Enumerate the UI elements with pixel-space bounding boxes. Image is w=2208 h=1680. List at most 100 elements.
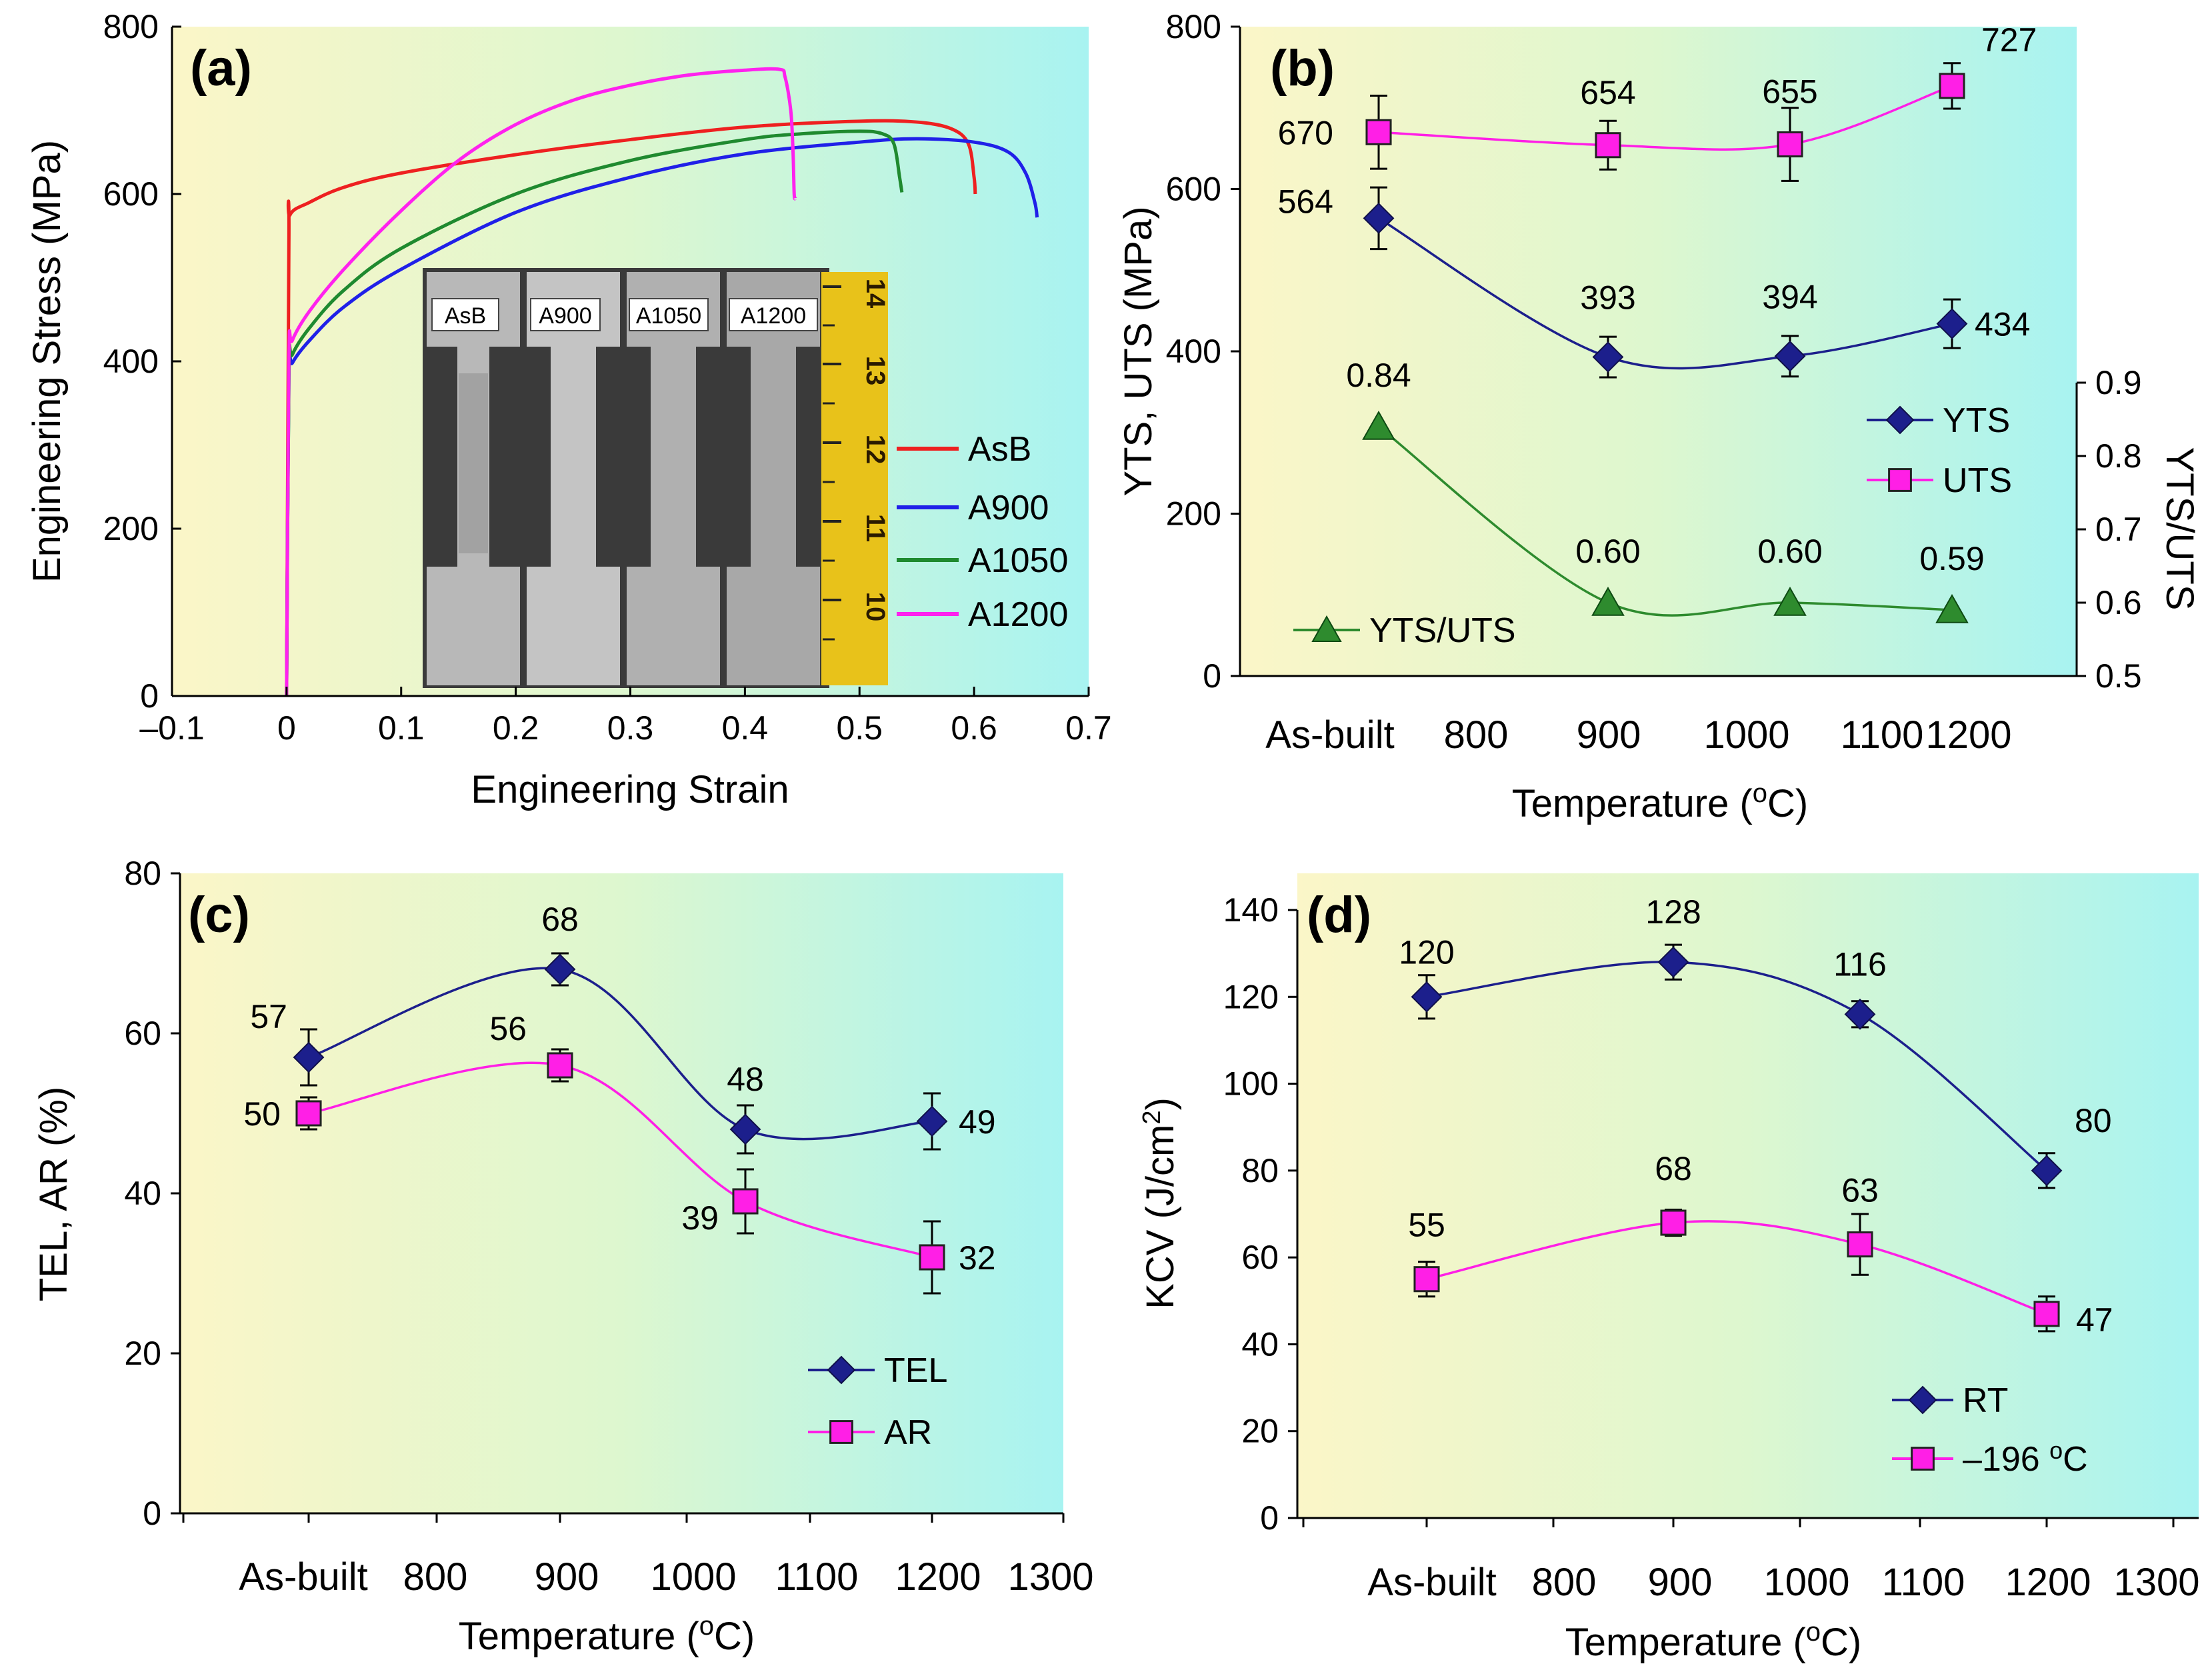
specimen-a1050: A1050 (627, 272, 720, 685)
data-point-rt (1657, 946, 1689, 978)
legend-marker-yts-uts (1311, 615, 1342, 642)
y2-tick-label: 0.8 (2095, 437, 2142, 475)
data-label-ar: 50 (243, 1095, 281, 1133)
series-line-ar (308, 1061, 933, 1259)
x-tick-label: 1100 (1841, 713, 1924, 757)
legend-label-cryogenic: –196 oC (1963, 1437, 2088, 1479)
panel-c-plot-area (180, 873, 1063, 1513)
data-label-yts: 393 (1580, 279, 1635, 317)
legend-marker-ar (829, 1420, 853, 1444)
data-point-ar (295, 1100, 322, 1127)
y-tick-label: 140 (1223, 891, 1279, 929)
x-tick-label: 0.1 (378, 709, 425, 747)
x-tick-label: 0.5 (836, 709, 883, 747)
y2-tick-label: 0.7 (2095, 511, 2142, 548)
panel-b-plot-area (1240, 27, 2077, 676)
y-tick-label: 0 (143, 1495, 161, 1532)
data-point-uts (1365, 119, 1392, 145)
legend-marker-tel (827, 1355, 856, 1385)
series-line-yts (1378, 217, 1953, 370)
x-axis-label: Temperature (oC) (1565, 1617, 1861, 1664)
data-point-tel (916, 1105, 948, 1137)
legend-marker-uts (1888, 468, 1912, 492)
specimen-a1200: A1200 (727, 272, 820, 685)
x-tick-label: As-built (1265, 713, 1394, 757)
series-line-rt (1426, 961, 2048, 1172)
data-point-yts-uts (1362, 410, 1395, 440)
data-label-yts-uts: 0.60 (1575, 533, 1640, 570)
y-axis-label: YTS, UTS (MPa) (1117, 206, 1160, 496)
y-tick-label: 400 (103, 343, 159, 380)
x-tick-label: 1000 (1763, 1561, 1849, 1604)
specimen-label-asb: AsB (445, 303, 486, 329)
data-label-yts-uts: 0.84 (1346, 357, 1411, 394)
panel-label-d: (d) (1307, 887, 1371, 943)
data-label--196-c: 55 (1408, 1207, 1445, 1244)
y-tick-label: 200 (103, 510, 159, 547)
x-tick-label: 900 (1577, 713, 1641, 757)
panel-label-b: (b) (1270, 40, 1335, 97)
specimen-label-a1200: A1200 (741, 303, 806, 329)
data-point--196-c (1413, 1266, 1440, 1293)
legend-label-ar: AR (884, 1413, 932, 1452)
y2-axis-label: YTS/UTS (2158, 447, 2201, 611)
y-tick-label: 60 (124, 1015, 161, 1052)
data-label-rt: 128 (1645, 893, 1701, 931)
x-axis-label: Temperature (oC) (1512, 779, 1808, 825)
x-tick-label: 0.2 (493, 709, 539, 747)
y-axis-label: KCV (J/cm2) (1138, 1097, 1182, 1309)
data-point-rt (1844, 998, 1876, 1030)
legend-label-asb: AsB (968, 430, 1031, 469)
x-tick-label: –0.1 (139, 709, 204, 747)
y-tick-label: 0 (1203, 657, 1221, 695)
panel-c: 0 20 40 60 80 As-built 800 900 1000 1100 1200 1300 5… (32, 855, 1094, 1658)
data-point-ar (547, 1052, 573, 1079)
data-point--196-c (1660, 1209, 1687, 1236)
data-label-yts-uts: 0.59 (1919, 540, 1984, 577)
series-line-asb (285, 119, 977, 697)
data-label-tel: 68 (541, 901, 579, 938)
y-tick-label: 0 (140, 677, 159, 715)
x-tick-label: As-built (239, 1555, 367, 1599)
data-label-tel: 49 (959, 1103, 996, 1141)
x-tick-label: 1000 (650, 1555, 736, 1599)
data-label-yts: 564 (1278, 183, 1333, 220)
ruler: 14 13 12 11 10 (821, 272, 890, 685)
data-point-rt (2031, 1155, 2063, 1187)
data-label-ar: 39 (681, 1199, 719, 1237)
data-label-ar: 56 (489, 1010, 527, 1047)
x-tick-label: As-built (1367, 1561, 1496, 1604)
x-tick-label: 0.6 (951, 709, 997, 747)
data-point-yts (1363, 202, 1395, 234)
data-point-yts (1936, 308, 1968, 340)
data-label--196-c: 68 (1655, 1150, 1692, 1187)
x-tick-label: 1200 (1925, 713, 2011, 757)
data-point-tel (293, 1041, 325, 1073)
specimen-asb: AsB (427, 272, 520, 685)
data-point-yts-uts (1773, 586, 1807, 616)
data-point-uts (1939, 73, 1965, 99)
legend-label-tel: TEL (884, 1351, 947, 1390)
x-tick-label: 1200 (2005, 1561, 2091, 1604)
legend-label-a1200: A1200 (968, 595, 1068, 634)
series-line-uts (1378, 85, 1953, 151)
panel-d-marks: 0 20 40 60 80 100 120 140 As-built 800 900 1000 1100… (1138, 891, 2200, 1664)
panel-c-marks: 0 20 40 60 80 As-built 800 900 1000 1100 1200 1300 5… (32, 855, 1094, 1658)
ruler-mark-14: 14 (861, 279, 890, 309)
specimen-label-a900: A900 (539, 303, 591, 329)
legend-label-a900: A900 (968, 489, 1049, 527)
x-tick-label: 1000 (1703, 713, 1789, 757)
y-tick-label: 20 (1241, 1413, 1279, 1450)
y-tick-label: 80 (124, 855, 161, 892)
data-label--196-c: 63 (1841, 1172, 1879, 1209)
data-label--196-c: 47 (2076, 1301, 2113, 1339)
y-tick-label: 120 (1223, 978, 1279, 1015)
y-tick-label: 200 (1166, 495, 1221, 533)
panel-d-plot-area (1297, 873, 2199, 1518)
ruler-mark-10: 10 (861, 592, 890, 622)
data-label-rt: 80 (2075, 1102, 2112, 1139)
panel-b-marks: 0 200 400 600 800 As-built 800 900 1000 1100 1200 5… (1117, 8, 2201, 825)
data-point-yts (1592, 341, 1624, 373)
x-axis-label: Temperature (oC) (459, 1611, 755, 1658)
data-point-yts-uts (1935, 593, 1969, 623)
